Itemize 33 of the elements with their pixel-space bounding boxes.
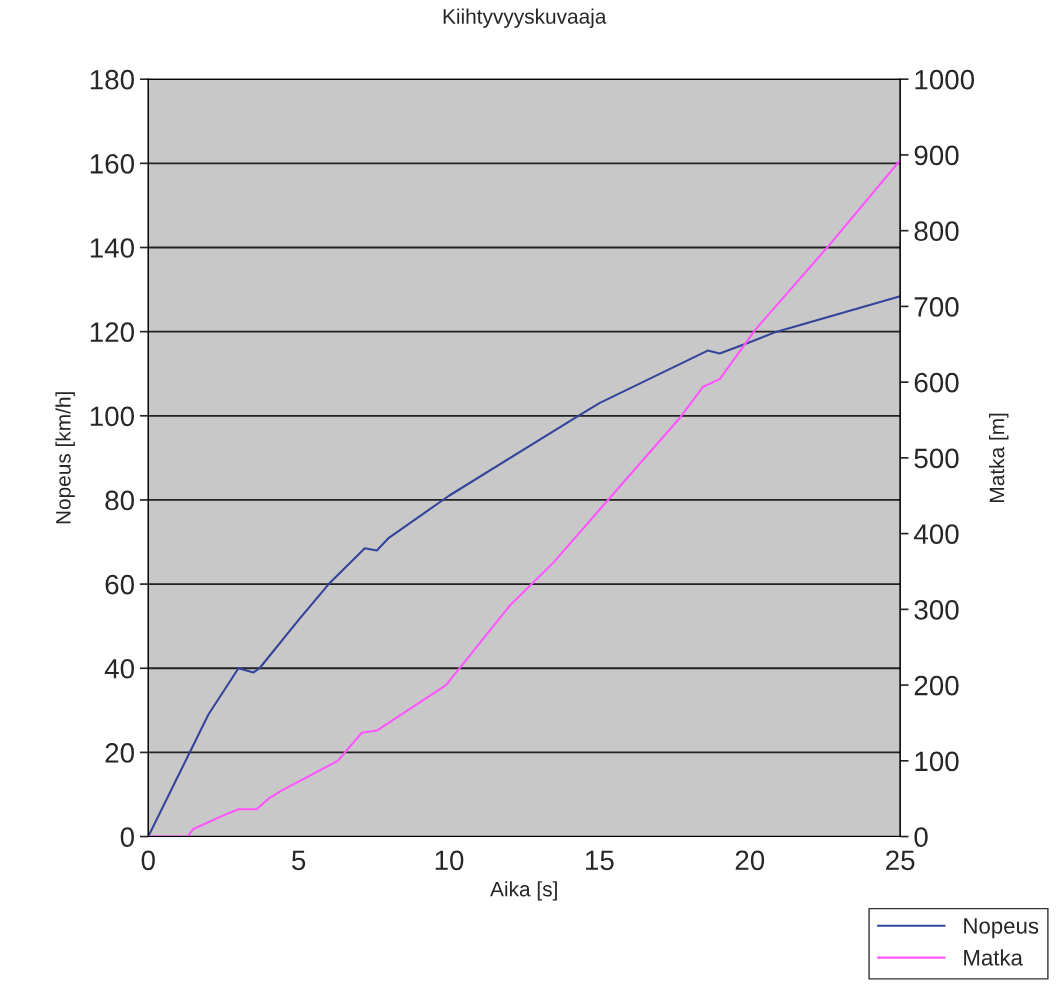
y2-tick-label: 400 [913,524,959,544]
y-tick-label: 180 [90,69,134,90]
y-tick-label: 140 [90,238,134,258]
legend-label: Nopeus [964,918,1039,939]
y2-tick-label: 500 [914,448,959,469]
y-tick-label: 80 [105,490,134,511]
x-tick-label: 5 [292,850,306,871]
y2-tick-label: 0 [914,827,928,847]
x-tick-label: 15 [586,850,614,871]
y-tick-label: 60 [105,574,134,595]
y2-tick-label: 1000 [915,69,975,90]
y-tick-label: 120 [90,322,134,342]
y2-tick-label: 600 [914,372,959,393]
y-tick-label: 160 [90,154,134,174]
y2-tick-label: 700 [914,297,959,317]
y2-tick-label: 900 [914,145,959,166]
y-axis-title: Nopeus [km/h] [55,392,75,524]
chart-title: Kiihtyvyyskuvaaja [443,8,607,28]
y-tick-label: 100 [90,406,134,427]
y-tick-label: 40 [104,658,134,679]
x-tick-label: 25 [886,850,915,871]
x-tick-label: 10 [435,850,464,871]
x-axis-title: Aika [s] [490,881,557,901]
y-tick-label: 20 [105,743,134,763]
y2-tick-label: 200 [914,675,959,696]
y2-tick-label: 300 [914,600,959,620]
y2-tick-label: 100 [915,751,959,772]
legend-label: Matka [964,949,1023,966]
x-tick-label: 0 [141,850,155,871]
y2-axis-title: Matka [m] [989,413,1009,502]
y-tick-label: 0 [120,827,134,847]
y2-tick-label: 800 [914,221,959,242]
x-tick-label: 20 [735,850,765,871]
